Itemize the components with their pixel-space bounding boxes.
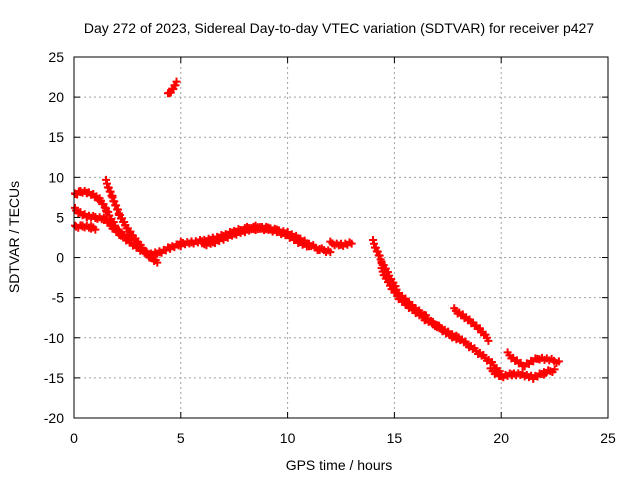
series-track-e xyxy=(163,77,181,98)
chart-title: Day 272 of 2023, Sidereal Day-to-day VTE… xyxy=(84,20,594,36)
y-tick-label: 10 xyxy=(48,169,64,185)
data-point xyxy=(484,336,493,345)
series-track-g xyxy=(198,223,313,251)
tick-labels: 0 5 10 15 20 25 25 20 15 10 5 0 -5 -10 -15 -20 xyxy=(44,49,616,446)
data-point xyxy=(153,258,162,267)
series-track-h xyxy=(326,237,356,250)
x-tick-label: 15 xyxy=(387,430,403,446)
grid xyxy=(74,57,608,418)
plot-frame xyxy=(73,56,609,419)
y-tick-label: -15 xyxy=(44,370,64,386)
y-tick-label: 15 xyxy=(48,129,64,145)
x-tick-label: 5 xyxy=(177,430,185,446)
data-series xyxy=(71,77,563,383)
data-point xyxy=(172,77,181,86)
y-tick-label: 20 xyxy=(48,89,64,105)
series-track-b xyxy=(71,186,132,242)
x-axis-label: GPS time / hours xyxy=(286,457,393,473)
series-track-l xyxy=(486,364,559,383)
y-tick-label: -10 xyxy=(44,330,64,346)
y-tick-label: 5 xyxy=(56,209,64,225)
data-point xyxy=(554,357,563,366)
x-tick-label: 10 xyxy=(280,430,296,446)
series-track-d xyxy=(102,175,162,267)
series-track-c xyxy=(71,221,100,234)
series-track-m xyxy=(503,348,563,371)
y-axis-label: SDTVAR / TECUs xyxy=(6,181,22,293)
data-point xyxy=(550,365,559,374)
data-point xyxy=(326,248,335,257)
y-tick-label: -20 xyxy=(44,410,64,426)
y-tick-label: 0 xyxy=(56,250,64,266)
data-point xyxy=(454,334,463,343)
x-tick-label: 25 xyxy=(600,430,616,446)
data-point xyxy=(347,239,356,248)
y-tick-label: -5 xyxy=(52,290,65,306)
series-track-j xyxy=(377,264,463,344)
data-point xyxy=(91,225,100,234)
series-track-k xyxy=(450,304,493,345)
x-tick-label: 0 xyxy=(70,430,78,446)
y-tick-label: 25 xyxy=(48,49,64,65)
data-point xyxy=(304,241,313,250)
x-tick-label: 20 xyxy=(493,430,509,446)
